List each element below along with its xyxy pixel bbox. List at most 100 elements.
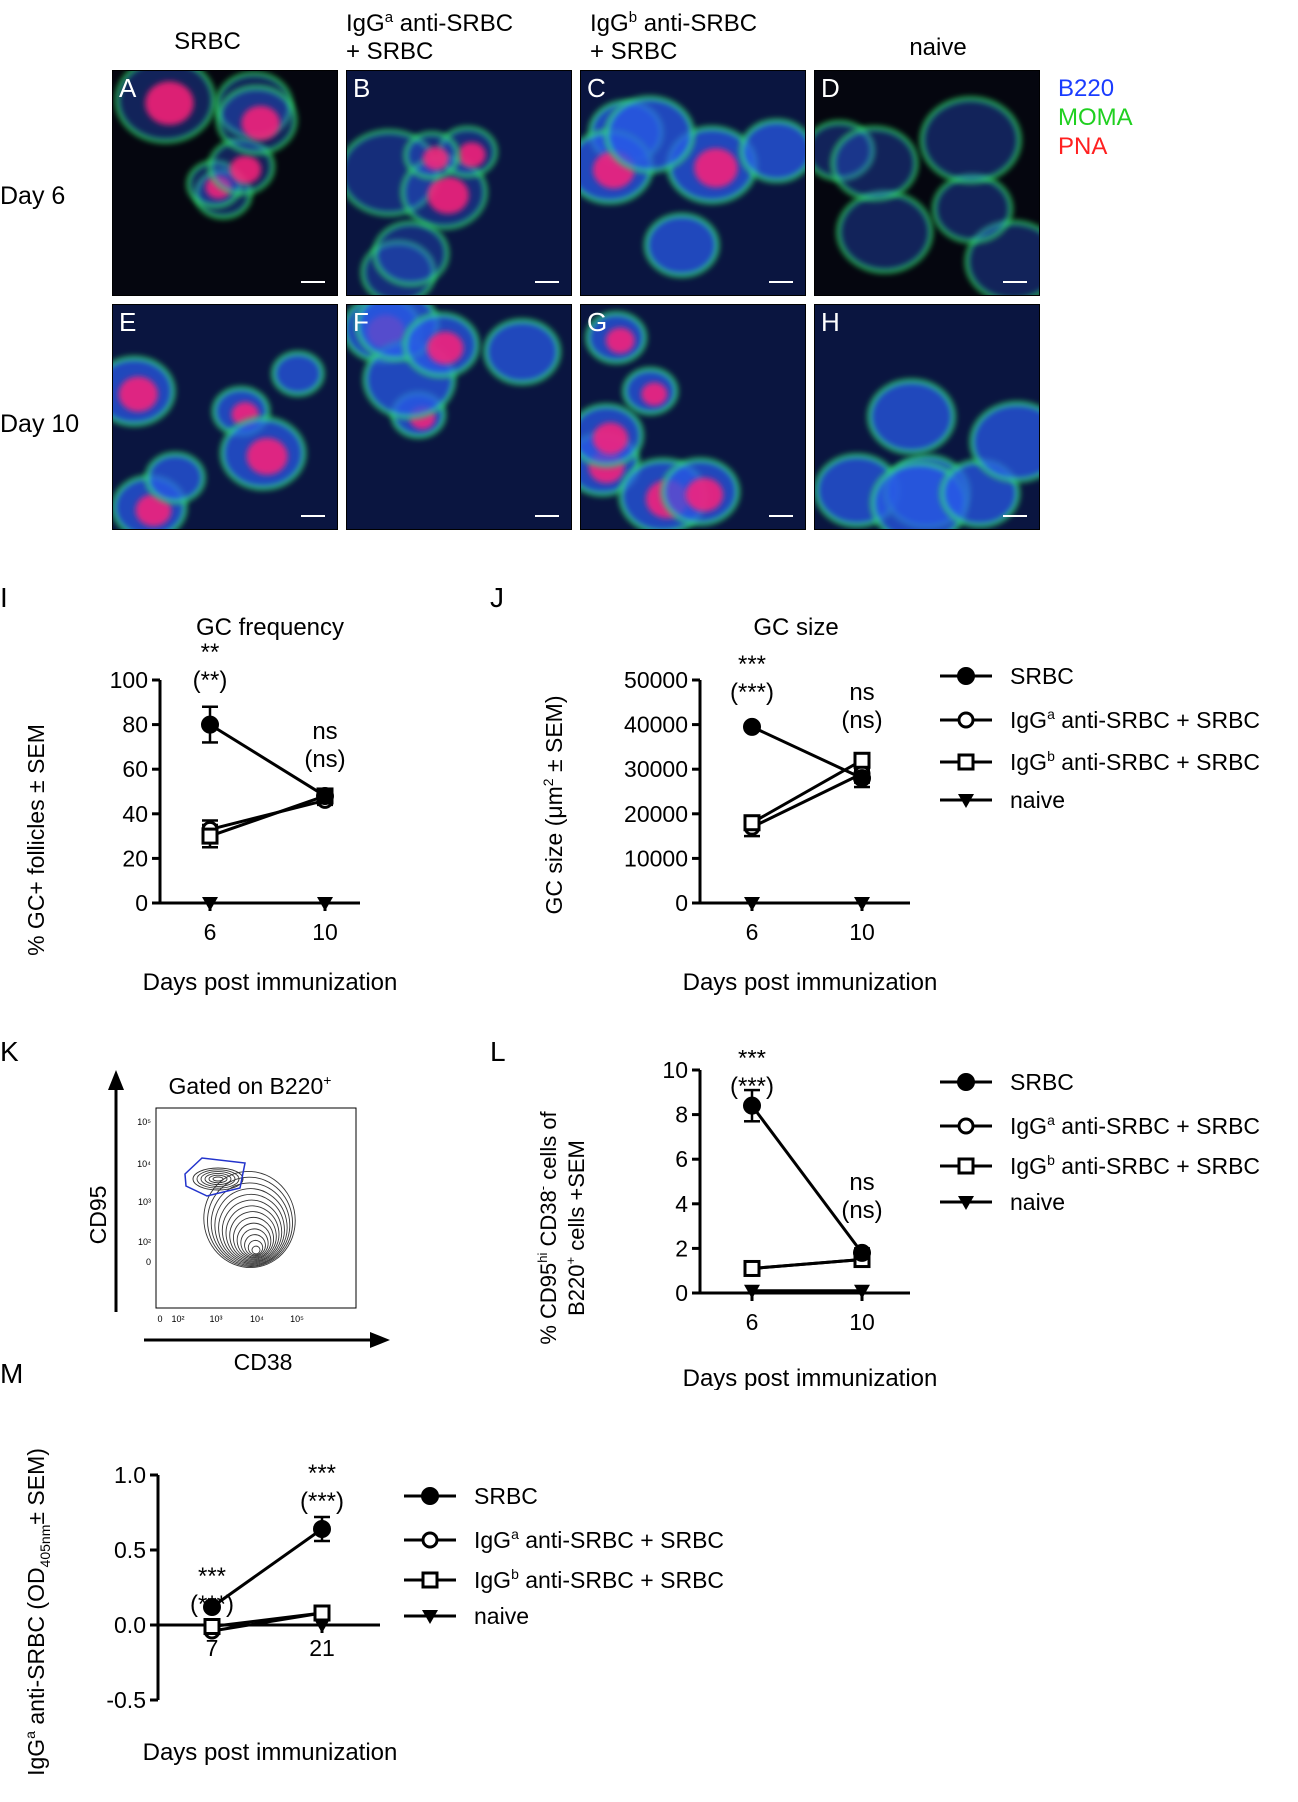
legend-marker: [957, 667, 975, 685]
chart-m-ylabel: IgGa anti-SRBC (OD405nm± SEM): [22, 1448, 53, 1776]
germinal-center: [685, 477, 724, 512]
micrograph-letter: F: [353, 307, 369, 337]
y-tick-label: 0.5: [114, 1537, 146, 1563]
y-tick-label: 50000: [624, 667, 688, 693]
follicle: [969, 401, 1039, 483]
contour-line: [214, 1188, 288, 1265]
x-tick-label: 10²: [171, 1314, 184, 1324]
legend-marker: [957, 753, 975, 771]
germinal-center: [145, 81, 194, 126]
contour-line: [212, 1176, 224, 1182]
scale-bar: [535, 281, 559, 283]
significance-label: (ns): [304, 746, 345, 773]
x-tick-label: 6: [746, 919, 759, 945]
chart-k-title: Gated on B220+: [169, 1072, 332, 1099]
contour-line: [244, 1234, 266, 1257]
follicle: [739, 118, 805, 183]
y-tick-label: 0: [146, 1257, 151, 1267]
data-point: [744, 1284, 760, 1299]
micrograph-panel-g: G: [580, 304, 806, 530]
contour-line: [247, 1239, 264, 1256]
chart-cd95-cells: % CD95hi CD38- cells of B220+ cells +SEM…: [535, 1050, 938, 1390]
significance-label: ns: [849, 1169, 874, 1196]
follicle: [372, 220, 450, 287]
significance-label: ***: [198, 1563, 226, 1590]
germinal-center: [427, 331, 464, 365]
chart-l-plot: 0 2 4 6 8 10 6 10 ***(***) ns(ns): [662, 1050, 910, 1335]
data-point: [743, 1259, 761, 1277]
chart-igga-anti-srbc: IgGa anti-SRBC (OD405nm± SEM) Days post …: [22, 1448, 397, 1776]
y-tick-label: 0.0: [114, 1612, 146, 1638]
x-tick-label: 10: [849, 1309, 875, 1335]
contour-line: [207, 1176, 293, 1267]
chart-gc-size: GC size GC size (μm2 ± SEM) Days post im…: [540, 614, 938, 996]
contour-line: [192, 1167, 244, 1191]
micrograph-letter: H: [821, 307, 840, 337]
chart-l-ylabel-1: % CD95hi CD38- cells of: [535, 1110, 561, 1344]
y-tick-label: 40: [122, 801, 148, 827]
data-point: [316, 786, 334, 805]
x-arrow-head: [370, 1332, 390, 1348]
x-tick-label: 10⁴: [250, 1314, 264, 1324]
data-point: [313, 1604, 331, 1622]
germinal-center: [229, 155, 262, 184]
micrograph-letter: C: [587, 73, 606, 103]
x-tick-label: 0: [157, 1314, 162, 1324]
follicle: [932, 174, 1013, 244]
micrograph-panel-a: A: [112, 70, 338, 296]
column-label-iga: IgGa anti-SRBC + SRBC: [346, 9, 514, 65]
chart-gc-frequency: GC frequency % GC+ follicles ± SEM Days …: [23, 614, 397, 996]
micrograph-panel-f: F: [346, 304, 572, 530]
y-tick-label: 10²: [138, 1237, 151, 1247]
micrograph-letter: E: [119, 307, 137, 337]
panel-letter-m: M: [0, 1358, 24, 1389]
x-tick-label: 10: [849, 919, 875, 945]
contour-line: [210, 1182, 291, 1266]
chart-k-plot: 10⁵ 10⁴ 10³ 10² 0 0 10² 10³ 10⁴ 10⁵: [108, 1070, 390, 1348]
x-tick-label: 6: [204, 919, 217, 945]
germinal-center: [641, 382, 668, 406]
contour-line: [200, 1171, 236, 1187]
data-point: [854, 897, 870, 911]
scale-bar: [535, 515, 559, 517]
germinal-center: [241, 105, 280, 141]
y-tick-label: 10⁴: [137, 1159, 151, 1169]
stain-legend: B220 MOMA PNA: [1058, 74, 1133, 161]
legend-marker: [421, 1487, 439, 1505]
germinal-center: [135, 494, 172, 527]
series-line: [209, 723, 326, 798]
panel-letter-j: J: [490, 582, 504, 613]
chart-l-xlabel: Days post immunization: [683, 1365, 938, 1390]
legend-label: IgGa anti-SRBC + SRBC: [1010, 1112, 1260, 1139]
legend-chart-j: SRBC IgGa anti-SRBC + SRBC IgGb anti-SRBC …: [940, 663, 1260, 813]
contour-line: [204, 1172, 232, 1186]
y-tick-label: 1.0: [114, 1462, 146, 1488]
significance-label: (**): [193, 667, 228, 694]
y-tick-label: 10⁵: [137, 1117, 151, 1127]
data-point: [317, 897, 333, 911]
x-tick-label: 10⁵: [290, 1314, 304, 1324]
contour-line: [225, 1205, 280, 1262]
follicle: [836, 190, 934, 274]
follicle: [144, 451, 206, 504]
significance-label: ***: [738, 651, 766, 678]
data-point: [743, 1096, 761, 1115]
legend-label: IgGb anti-SRBC + SRBC: [474, 1566, 724, 1593]
significance-label: (***): [190, 1591, 234, 1618]
significance-label: (***): [730, 679, 774, 706]
scale-bar: [769, 515, 793, 517]
y-tick-label: 10: [662, 1057, 688, 1083]
legend-chart-l: SRBC IgGa anti-SRBC + SRBC IgGb anti-SRBC …: [940, 1069, 1260, 1215]
y-tick-label: 4: [675, 1191, 688, 1217]
chart-j-xlabel: Days post immunization: [683, 969, 938, 996]
significance-label: (***): [730, 1073, 774, 1100]
contour-line: [251, 1245, 261, 1255]
follicle: [830, 125, 919, 201]
follicle: [483, 318, 561, 386]
chart-j-title: GC size: [753, 614, 838, 641]
micrograph-letter: A: [119, 73, 137, 103]
y-tick-label: 10000: [624, 845, 688, 871]
data-point: [743, 717, 761, 736]
legend-label: SRBC: [1010, 1069, 1074, 1095]
